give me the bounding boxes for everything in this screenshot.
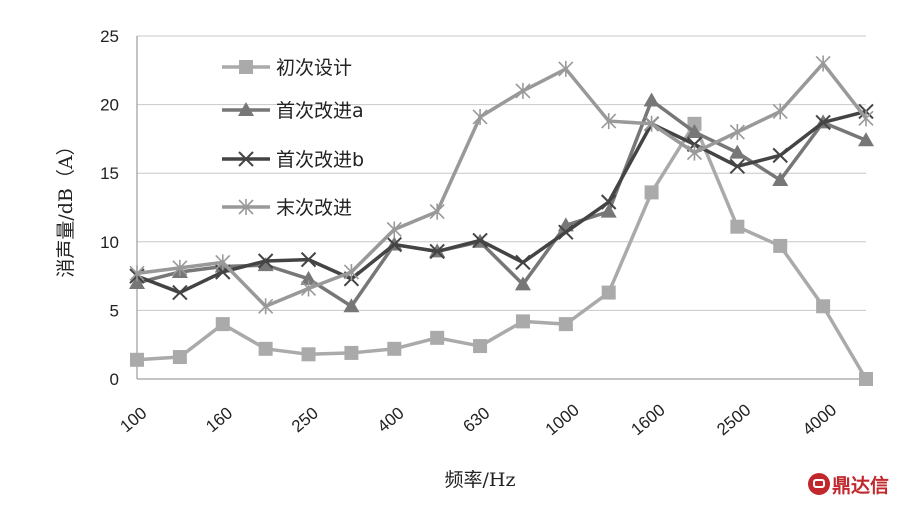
data-point [473,339,488,354]
x-tick-label: 1000 [542,400,583,439]
legend-label: 初次设计 [276,57,352,79]
data-point [429,243,445,260]
data-point [129,265,145,282]
data-point [257,257,274,272]
data-point [472,232,488,249]
data-point [686,144,703,161]
series-line [136,61,868,309]
data-point [344,345,359,360]
legend-marker [238,199,254,215]
data-point [773,238,788,253]
data-point [600,203,617,218]
data-point [258,298,274,315]
data-point [300,251,317,268]
data-point [858,132,874,147]
data-point [816,299,831,314]
data-point [558,317,573,332]
data-point [730,219,745,234]
data-point [729,158,746,175]
data-point [257,253,274,269]
data-point [643,92,660,107]
data-point [772,172,789,187]
data-point [472,108,488,125]
y-tick-label: 0 [110,370,119,389]
data-point [386,236,403,253]
legend-label: 末次改进 [276,197,352,219]
x-tick-label: 250 [288,403,322,436]
data-point [172,284,188,301]
data-point [601,285,616,300]
data-point [215,254,231,271]
logo-icon [808,473,830,495]
data-point [515,82,531,99]
data-point [258,341,273,356]
data-point [387,341,402,356]
x-tick-label: 160 [202,403,236,436]
data-point [386,221,402,238]
data-point [815,55,831,72]
data-point [430,330,445,345]
series-lines [129,55,874,386]
legend-marker [238,102,254,116]
x-tick-label: 630 [460,403,494,436]
x-tick-label: 2500 [713,400,754,439]
data-point [172,259,188,276]
data-point [515,314,530,329]
y-tick-label: 15 [100,164,119,183]
data-point [514,276,531,291]
data-point [300,270,317,285]
y-tick-label: 10 [100,233,119,252]
data-point [686,124,703,139]
watermark: 鼎达信 [808,470,908,498]
data-point [343,263,359,280]
x-tick-label: 400 [374,403,408,436]
x-tick-label: 1600 [627,400,668,439]
x-tick-labels: 100 160 250 400 630 1000 1600 2500 4000 [116,400,840,439]
data-point [301,347,316,362]
y-axis-label: 消声量/dB（A） [55,136,77,277]
data-point [300,280,317,297]
data-point [172,350,187,365]
data-point [858,110,874,127]
data-point [601,113,617,130]
data-point [815,114,831,131]
data-point [515,254,531,271]
data-point [343,298,360,313]
y-tick-label: 25 [100,27,119,46]
legend-marker [238,151,254,167]
legend-label: 首次改进b [276,149,364,171]
watermark-text: 鼎达信 [832,474,890,497]
y-tick-labels: 0 5 10 15 20 25 [100,27,119,389]
data-point [130,352,144,367]
x-tick-label: 4000 [799,400,840,439]
data-point [558,224,574,240]
data-point [644,115,660,132]
x-axis-label: 频率/Hz [445,469,516,491]
legend-label: 首次改进a [276,100,364,122]
data-point [729,124,745,141]
series-star [129,55,874,315]
series-line [136,109,867,295]
data-point [129,274,145,289]
data-point [644,185,659,200]
series-line [136,122,868,380]
series-square [130,116,873,386]
x-tick-label: 100 [116,403,150,436]
data-point [429,203,445,220]
y-tick-label: 5 [110,301,119,320]
data-point [772,103,788,120]
data-point [600,194,617,210]
data-point [859,372,873,386]
data-point [772,147,788,164]
data-point [558,60,574,77]
data-point [215,317,230,332]
legend-marker [239,60,253,74]
y-tick-label: 20 [100,96,119,115]
data-point [729,144,746,159]
